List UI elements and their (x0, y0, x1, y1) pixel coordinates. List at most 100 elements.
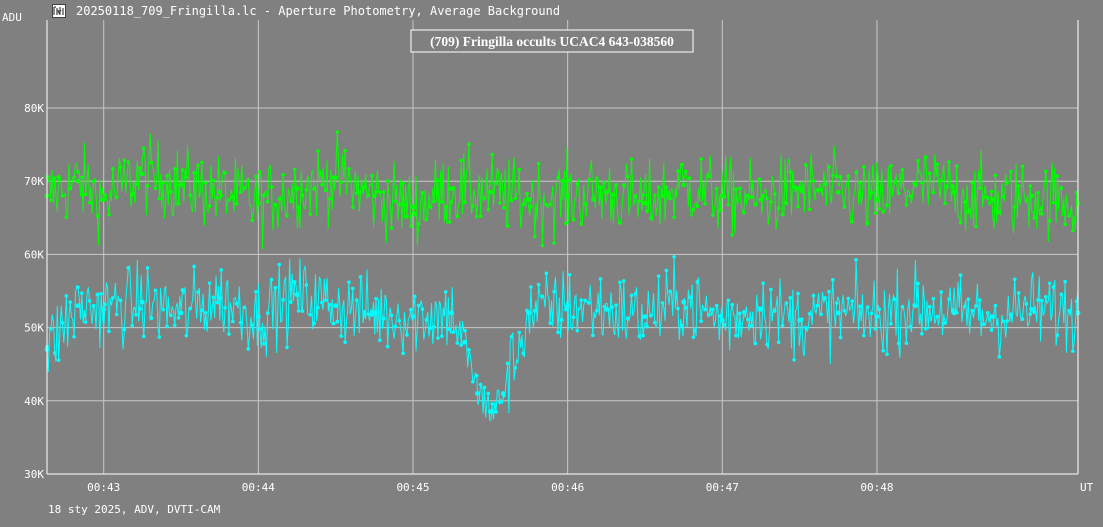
data-point (139, 299, 145, 305)
sample-marker (792, 185, 796, 189)
sample-marker (498, 201, 502, 205)
sample-marker (513, 366, 518, 370)
sample-marker (397, 202, 402, 207)
sample-marker (72, 335, 76, 339)
sample-marker (281, 173, 285, 177)
sample-marker (695, 280, 700, 284)
sample-marker (943, 201, 947, 206)
sample-marker (664, 185, 669, 190)
sample-marker (459, 158, 464, 163)
data-point (642, 200, 648, 206)
sample-marker (1005, 181, 1009, 185)
sample-marker (459, 343, 464, 347)
x-axis-label: UT (1080, 481, 1094, 494)
sample-marker (1043, 169, 1048, 174)
sample-marker (184, 175, 189, 179)
sample-marker (788, 296, 793, 300)
sample-marker (250, 218, 254, 223)
sample-marker (180, 288, 185, 292)
sample-marker (420, 190, 425, 195)
sample-marker (231, 195, 235, 200)
sample-marker (869, 311, 874, 316)
sample-marker (571, 315, 576, 320)
sample-marker (769, 200, 773, 204)
sample-marker (184, 333, 189, 338)
sample-marker (765, 196, 769, 201)
sample-marker (513, 196, 518, 201)
sample-marker (381, 190, 386, 194)
sample-marker (114, 312, 119, 317)
sample-marker (707, 313, 711, 317)
sample-marker (436, 178, 440, 183)
sample-marker (819, 188, 824, 192)
sample-marker (381, 316, 386, 321)
sample-marker (711, 307, 715, 312)
sample-marker (842, 308, 847, 313)
sample-marker (738, 186, 742, 191)
sample-marker (234, 202, 239, 206)
sample-marker (687, 295, 692, 299)
sample-marker (304, 283, 309, 287)
x-tick-label: 00:46 (551, 481, 584, 494)
sample-marker (939, 290, 944, 294)
sample-marker (858, 181, 862, 185)
sample-marker (823, 296, 827, 300)
sample-marker (87, 299, 92, 303)
sample-marker (838, 335, 843, 340)
sample-marker (471, 379, 475, 384)
sample-marker (927, 171, 932, 176)
sample-marker (138, 307, 142, 311)
data-point (681, 182, 687, 188)
sample-marker (126, 160, 131, 164)
y-tick-label: 30K (24, 468, 44, 481)
sample-marker (517, 330, 522, 335)
sample-marker (107, 212, 111, 217)
sample-marker (339, 180, 344, 184)
sample-marker (385, 344, 390, 349)
data-point (255, 314, 261, 320)
sample-marker (916, 158, 920, 163)
sample-marker (231, 319, 235, 324)
data-point (139, 171, 145, 177)
sample-marker (370, 312, 374, 317)
sample-marker (478, 382, 483, 387)
sample-marker (788, 170, 793, 174)
sample-marker (656, 185, 661, 189)
sample-marker (641, 333, 645, 338)
sample-marker (703, 201, 707, 206)
sample-marker (176, 201, 181, 206)
sample-marker (587, 301, 591, 305)
sample-marker (254, 174, 258, 179)
sample-marker (920, 331, 924, 336)
sample-marker (552, 241, 556, 245)
sample-marker (943, 321, 947, 325)
sample-marker (757, 177, 762, 182)
sample-marker (656, 274, 661, 278)
sample-marker (509, 334, 514, 339)
sample-marker (606, 189, 611, 193)
window-header: 20250118_709_Fringilla.lc - Aperture Pho… (0, 0, 1103, 24)
sample-marker (699, 319, 704, 323)
sample-marker (91, 179, 96, 184)
sample-marker (161, 307, 165, 312)
sample-marker (486, 207, 491, 212)
sample-marker (130, 323, 134, 328)
sample-marker (850, 299, 854, 303)
sample-marker (405, 333, 409, 337)
sample-marker (920, 180, 924, 185)
sample-marker (885, 203, 889, 207)
sample-marker (676, 306, 680, 311)
sample-marker (463, 200, 467, 205)
sample-marker (1020, 317, 1025, 321)
sample-marker (269, 277, 274, 282)
sample-marker (501, 205, 506, 210)
sample-marker (703, 307, 707, 312)
sample-marker (649, 313, 653, 318)
sample-marker (316, 149, 320, 153)
sample-marker (285, 214, 289, 218)
sample-marker (366, 312, 371, 316)
sample-marker (714, 303, 719, 308)
sample-marker (923, 326, 928, 331)
y-tick-label: 40K (24, 395, 44, 408)
sample-marker (691, 207, 696, 212)
